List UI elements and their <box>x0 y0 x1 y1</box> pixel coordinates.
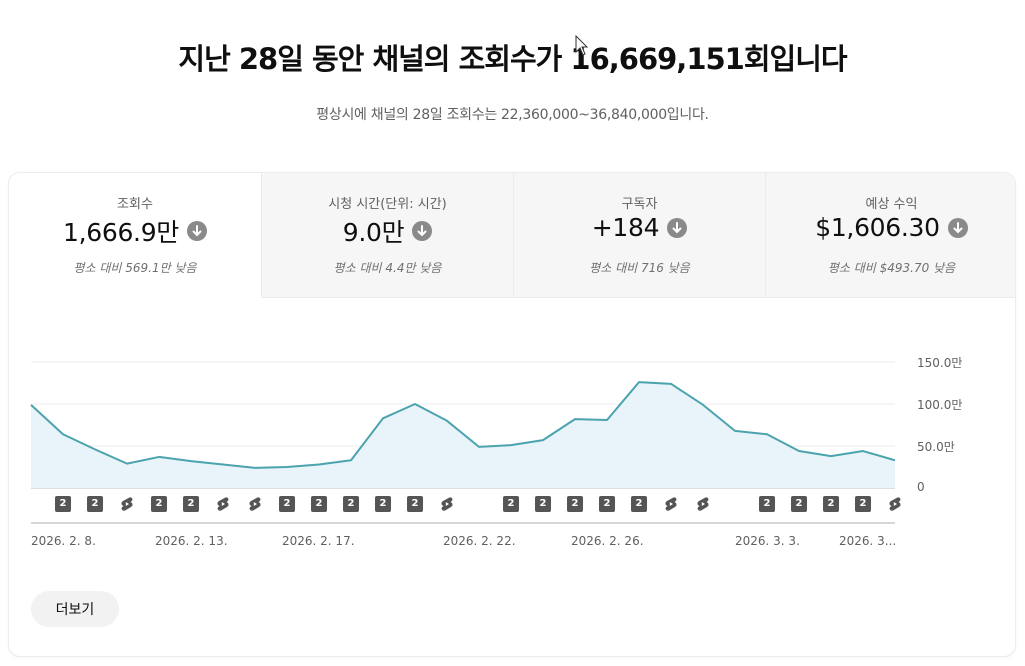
x-axis-label: 2026. 3. 3. <box>735 534 800 548</box>
x-axis-label: 2026. 3... <box>839 534 897 548</box>
metric-value: +184 <box>591 213 660 242</box>
y-axis-label: 0 <box>917 480 925 494</box>
metric-label: 시청 시간(단위: 시간) <box>328 197 447 212</box>
video-upload-marker[interactable]: 2 <box>311 496 327 512</box>
see-more-button[interactable]: 더보기 <box>31 591 119 627</box>
x-axis-label: 2026. 2. 13. <box>155 534 228 548</box>
page-title: 지난 28일 동안 채널의 조회수가 16,669,151회입니다 <box>178 42 847 76</box>
metric-compare: 평소 대비 4.4만 낮음 <box>333 261 442 275</box>
video-upload-marker[interactable]: 2 <box>823 496 839 512</box>
x-axis-label: 2026. 2. 8. <box>31 534 96 548</box>
video-upload-marker[interactable]: 2 <box>87 496 103 512</box>
arrow-down-circle-icon <box>947 217 968 238</box>
metric-value: 9.0만 <box>342 218 405 247</box>
shorts-icon[interactable] <box>119 496 135 512</box>
shorts-icon[interactable] <box>695 496 711 512</box>
area-fill <box>31 382 895 488</box>
metric-compare: 평소 대비 $493.70 낮음 <box>827 261 956 275</box>
metric-compare: 평소 대비 716 낮음 <box>589 261 690 275</box>
metric-value: 1,666.9만 <box>62 218 180 247</box>
video-upload-marker[interactable]: 2 <box>279 496 295 512</box>
shorts-icon[interactable] <box>663 496 679 512</box>
metric-label: 예상 수익 <box>865 197 918 212</box>
arrow-down-circle-icon <box>667 217 688 238</box>
video-upload-marker[interactable]: 2 <box>375 496 391 512</box>
metric-label: 구독자 <box>621 197 658 212</box>
metric-value: $1,606.30 <box>815 213 940 242</box>
x-axis-label: 2026. 2. 17. <box>282 534 355 548</box>
x-axis-label: 2026. 2. 26. <box>571 534 644 548</box>
video-upload-marker[interactable]: 2 <box>855 496 871 512</box>
video-upload-marker[interactable]: 2 <box>631 496 647 512</box>
tab-watch-time[interactable]: 시청 시간(단위: 시간) 9.0만 평소 대비 4.4만 낮음 <box>261 173 513 298</box>
video-upload-marker[interactable]: 2 <box>503 496 519 512</box>
shorts-icon[interactable] <box>247 496 263 512</box>
video-upload-marker[interactable]: 2 <box>407 496 423 512</box>
video-upload-marker[interactable]: 2 <box>343 496 359 512</box>
mouse-cursor-icon <box>575 35 589 56</box>
video-upload-marker[interactable]: 2 <box>535 496 551 512</box>
shorts-icon[interactable] <box>439 496 455 512</box>
arrow-down-circle-icon <box>187 221 208 241</box>
page-subtitle: 평상시에 채널의 28일 조회수는 22,360,000~36,840,000입… <box>316 107 709 123</box>
video-upload-marker[interactable]: 2 <box>759 496 775 512</box>
tab-subscribers[interactable]: 구독자 +184 평소 대비 716 낮음 <box>513 173 765 298</box>
shorts-icon[interactable] <box>215 496 231 512</box>
y-axis-label: 100.0만 <box>917 398 963 412</box>
tab-views[interactable]: 조회수 1,666.9만 평소 대비 569.1만 낮음 <box>9 173 261 298</box>
video-upload-marker[interactable]: 2 <box>55 496 71 512</box>
y-axis-label: 50.0만 <box>917 440 955 454</box>
metric-tabs: 조회수 1,666.9만 평소 대비 569.1만 낮음 시청 시간(단위: 시… <box>9 173 1015 298</box>
video-upload-marker[interactable]: 2 <box>567 496 583 512</box>
arrow-down-circle-icon <box>412 221 433 241</box>
video-upload-marker[interactable]: 2 <box>791 496 807 512</box>
video-upload-marker[interactable]: 2 <box>151 496 167 512</box>
shorts-icon[interactable] <box>887 496 903 512</box>
x-axis-label: 2026. 2. 22. <box>443 534 516 548</box>
tab-estimated-revenue[interactable]: 예상 수익 $1,606.30 평소 대비 $493.70 낮음 <box>765 173 1015 298</box>
y-axis-label: 150.0만 <box>917 356 963 370</box>
metric-label: 조회수 <box>117 197 153 212</box>
analytics-card: 조회수 1,666.9만 평소 대비 569.1만 낮음 시청 시간(단위: 시… <box>8 172 1016 657</box>
metric-compare: 평소 대비 569.1만 낮음 <box>73 261 197 275</box>
video-upload-marker[interactable]: 2 <box>599 496 615 512</box>
video-upload-marker[interactable]: 2 <box>183 496 199 512</box>
views-line[interactable] <box>30 381 896 469</box>
